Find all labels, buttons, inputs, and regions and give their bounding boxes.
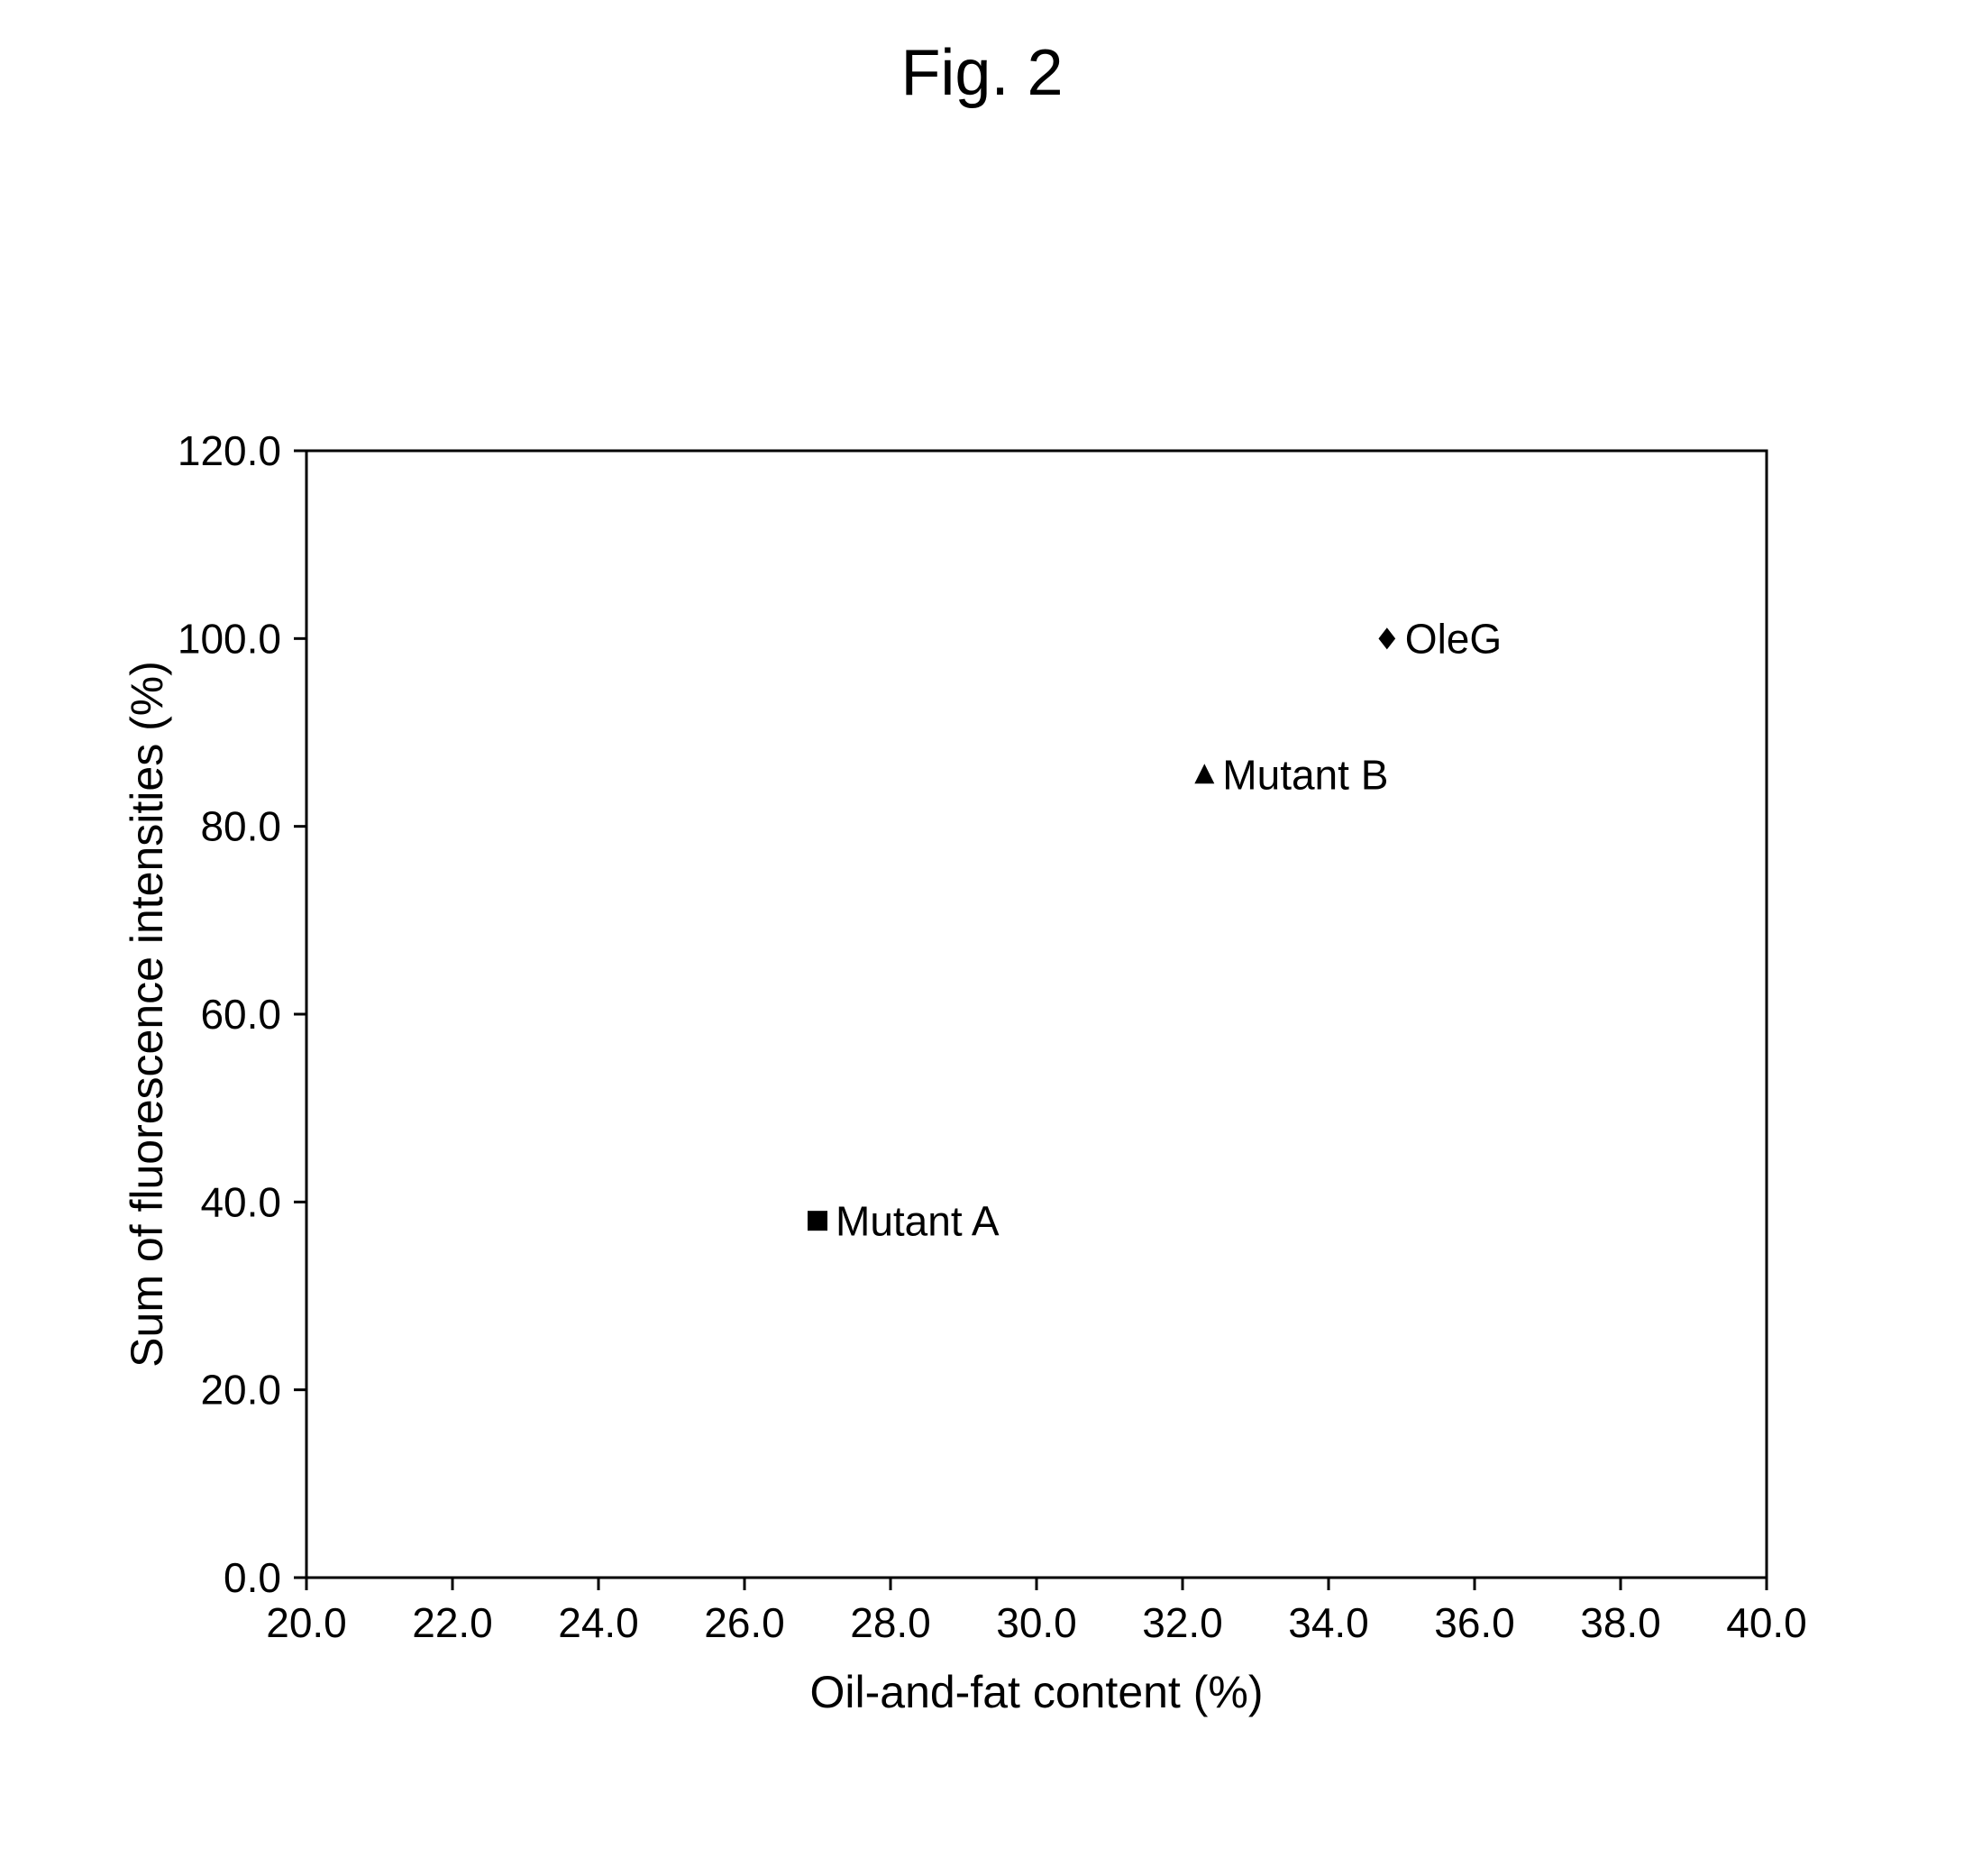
square-marker	[808, 1211, 827, 1231]
scatter-chart: 20.0 22.0 24.0 26.0 28.0 30.0 32.0 34.0 36.0 38.0…	[126, 433, 1839, 1803]
y-tick-label: 40.0	[200, 1178, 281, 1225]
x-axis-label: Oil-and-fat content (%)	[810, 1667, 1264, 1717]
y-tick-label: 100.0	[178, 615, 281, 662]
y-tick-label: 60.0	[200, 991, 281, 1038]
y-tick-label: 80.0	[200, 803, 281, 850]
x-tick-label: 22.0	[412, 1599, 493, 1646]
x-tick-label: 34.0	[1288, 1599, 1369, 1646]
y-tick-label: 120.0	[178, 433, 281, 474]
chart-svg: 20.0 22.0 24.0 26.0 28.0 30.0 32.0 34.0 36.0 38.0…	[126, 433, 1839, 1803]
y-tick-label: 20.0	[200, 1367, 281, 1414]
x-tick-label: 38.0	[1580, 1599, 1661, 1646]
plot-border	[306, 451, 1767, 1578]
x-tick-label: 20.0	[266, 1599, 347, 1646]
data-point-label: OleG	[1405, 615, 1502, 662]
x-tick-label: 30.0	[996, 1599, 1077, 1646]
x-tick-label: 24.0	[558, 1599, 639, 1646]
data-point: Mutant A	[808, 1197, 1000, 1244]
data-point-label: Mutant B	[1222, 752, 1388, 799]
x-tick-label: 36.0	[1434, 1599, 1515, 1646]
x-tick-label: 26.0	[704, 1599, 785, 1646]
x-tick-label: 28.0	[850, 1599, 931, 1646]
x-tick-label: 40.0	[1726, 1599, 1807, 1646]
y-axis-label: Sum of fluorescence intensities (%)	[126, 661, 172, 1368]
x-tick-label: 32.0	[1142, 1599, 1223, 1646]
y-tick-label: 0.0	[224, 1554, 281, 1601]
figure-title: Fig. 2	[0, 36, 1964, 110]
data-point-label: Mutant A	[836, 1197, 1000, 1244]
data-point: Mutant B	[1194, 752, 1388, 799]
